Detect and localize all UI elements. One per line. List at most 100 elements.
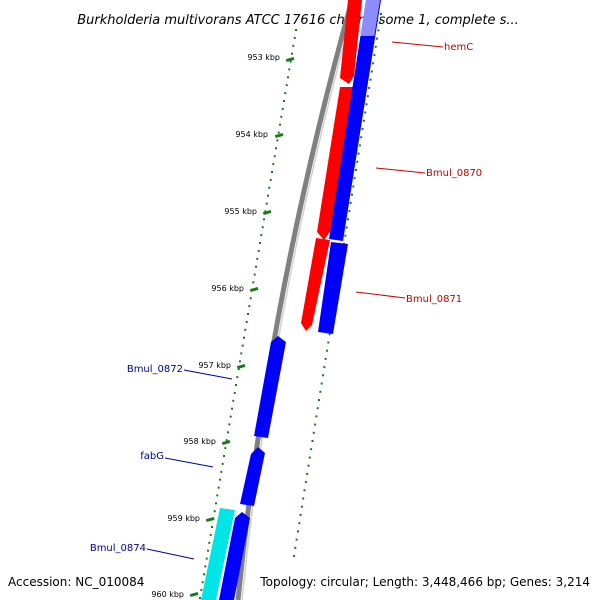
leader-Bmul_0872 [183,369,233,380]
scale-dot [348,210,351,213]
gene-Bmul_0872[interactable] [254,336,286,438]
gene-blue-outer-1[interactable] [329,0,381,241]
tick-label: 960 kbp [151,590,184,599]
scale-dot [303,489,306,492]
tick-label: 957 kbp [198,361,231,370]
scale-dot [358,144,361,147]
scale-dot [273,155,276,158]
scale-dot [280,115,283,118]
gene-blue-outer-2[interactable] [318,242,348,334]
scale-dot [300,505,303,508]
scale-dot [261,226,264,229]
scale-dot [216,494,219,497]
label-Bmul_0871[interactable]: Bmul_0871 [406,294,462,305]
scale-dot [366,95,369,98]
label-hemC[interactable]: hemC [444,42,473,53]
gene-Bmul_0871[interactable] [301,238,330,331]
scale-dot [227,431,229,434]
scale-dot [221,462,224,465]
forward-genes [301,0,362,331]
scale-dot [373,54,376,57]
scale-dot [219,478,221,481]
scale-dot [241,344,244,347]
scale-dot [328,333,331,336]
scale-dot [314,423,317,426]
scale-dot [361,128,364,130]
scale-dot [201,581,204,584]
scale-dot [272,163,275,166]
scale-dot [239,360,241,363]
gene-Bmul_0870[interactable] [317,87,354,240]
scale-ticks: 953 kbp 954 kbp 955 kbp 956 kbp 957 kbp … [151,53,295,599]
gene-labels: hemC Bmul_0870 Bmul_0871 Bmul_0872 fabG … [90,41,482,560]
scale-dot [292,44,295,47]
map-title: Burkholderia multivorans ATCC 17616 chro… [77,13,519,28]
scale-dot [374,45,377,48]
label-Bmul_0874[interactable]: Bmul_0874 [90,543,146,554]
scale-dot [376,37,378,40]
leader-Bmul_0874 [146,548,195,560]
scale-dot [277,131,280,134]
scale-dot [263,218,265,221]
scale-dot [369,78,372,81]
gene-fabG[interactable] [240,447,265,506]
scale-dot [347,218,349,221]
scale-dot [281,107,284,110]
scale-dot [231,407,233,410]
scale-dot [352,185,355,188]
tick-960: 960 kbp [151,590,199,599]
scale-dot [244,328,247,331]
tick-label: 954 kbp [235,130,268,139]
scale-dot [243,336,245,339]
tick-956: 956 kbp [211,284,259,293]
scale-dot [378,21,381,24]
label-Bmul_0870[interactable]: Bmul_0870 [426,168,482,179]
scale-dot [326,349,328,352]
label-fabG[interactable]: fabG [140,451,164,462]
scale-dot [299,513,302,516]
scale-dot [260,234,263,237]
accession-text: Accession: NC_010084 [8,575,144,589]
scale-dot [256,257,259,260]
scale-dot [344,234,347,237]
scale-dot [275,147,277,150]
scale-dot [355,169,357,171]
scale-dot [288,68,291,71]
scale-dot [349,201,352,204]
scale-dot [327,341,330,344]
scale-dot [217,486,220,489]
scale-dot [307,464,310,467]
leader-fabG [164,457,214,468]
backbone-highlight [241,0,357,600]
scale-dot [276,139,279,142]
scale-dot [357,152,360,155]
scale-dot [377,29,380,32]
scale-dot [233,391,236,394]
gene-hemC[interactable] [340,0,362,84]
scale-dot [380,13,382,15]
scale-dot [283,100,285,102]
scale-dot [268,186,271,189]
gene-Bmul_0874[interactable] [219,512,250,600]
scale-dot [232,399,235,402]
scale-dot [306,472,309,475]
scale-dot [267,194,269,197]
scale-dot [255,265,257,268]
scale-dot [199,597,201,599]
scale-dot [208,541,211,544]
scale-dot [365,103,368,106]
scale-dot [259,242,261,244]
scale-dot [310,448,313,451]
scale-dot [236,376,239,379]
scale-dot [203,573,205,576]
tick-label: 953 kbp [247,53,280,62]
scale-dot [248,305,251,308]
scale-dot [298,522,301,525]
gene-cyan-rna[interactable] [201,508,235,600]
reverse-outer-genes [318,0,381,334]
scale-dot [253,273,256,276]
label-Bmul_0872[interactable]: Bmul_0872 [127,364,183,375]
scale-dot [319,390,322,393]
scale-dot [353,177,356,180]
tick-955: 955 kbp [224,207,272,216]
